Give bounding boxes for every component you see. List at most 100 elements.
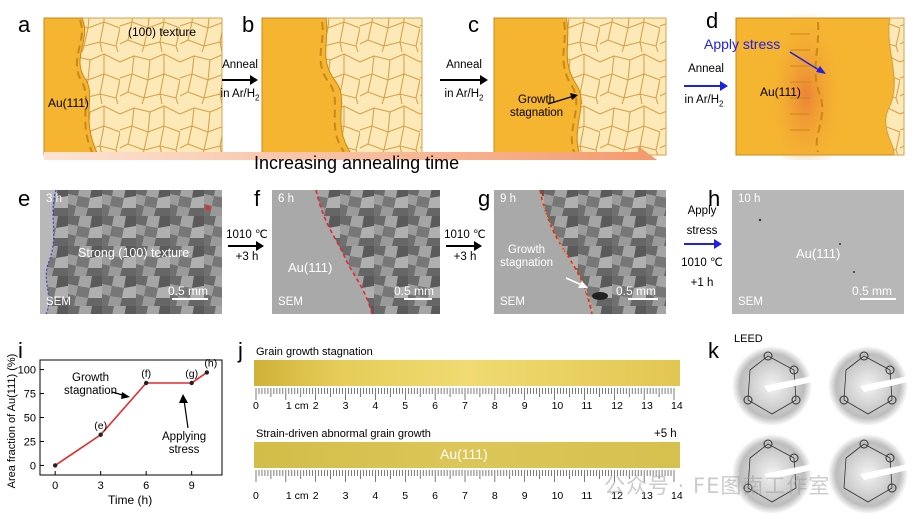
- y-tick-label: 75: [24, 389, 36, 401]
- data-point-label: (g): [185, 368, 198, 380]
- sem-f-scale: 0.5 mm: [394, 284, 435, 298]
- anneal-gas-2: in Ar/H2: [444, 88, 484, 103]
- data-point: [189, 380, 194, 386]
- leed-pattern-2: [828, 346, 908, 426]
- sem-arrow-2-label: 1010 ℃: [444, 229, 486, 241]
- stress-arrowhead: [179, 394, 188, 403]
- sem-arrow-3-label: Apply stress: [686, 205, 718, 238]
- texture-label: (100) texture: [128, 25, 197, 39]
- ruler-number: 7: [462, 400, 468, 412]
- ruler-number: 14: [671, 490, 683, 502]
- sem-f-time: 6 h: [278, 193, 294, 205]
- ruler-top: [248, 388, 684, 416]
- sem-arrow-2-time: +3 h: [453, 251, 477, 263]
- panel-a-schematic: [43, 17, 223, 156]
- data-point: [143, 380, 149, 386]
- panel-b-schematic: [261, 17, 423, 156]
- sem-h-label: Au(111): [796, 246, 841, 261]
- data-point-label: (f): [141, 368, 151, 380]
- sem-arrow-3: [684, 239, 722, 249]
- leed-patterns: [732, 346, 908, 514]
- chart-annotation-growth: Growth stagnation: [64, 372, 118, 398]
- au111-label-a: Au(111): [48, 96, 89, 110]
- x-tick-label: 9: [189, 480, 195, 492]
- ruler-number: 11: [581, 490, 593, 502]
- ruler-bottom: [248, 470, 684, 510]
- ruler-number: 9: [521, 490, 528, 502]
- strip-plus-time: +5 h: [654, 428, 677, 440]
- sem-arrow-1-time: +3 h: [235, 251, 259, 263]
- panel-label-j: j: [238, 338, 243, 363]
- gold-strip-bottom: [254, 442, 680, 468]
- sem-f-sem: SEM: [278, 296, 303, 308]
- ruler-top-numbers: 0 1 cm 2 3 4 5 6 7 8 9 10 11 12 13 14: [248, 400, 684, 414]
- panel-label-k: k: [708, 338, 719, 363]
- sem-g-sem: SEM: [500, 296, 525, 308]
- panel-label-h: h: [708, 186, 721, 211]
- x-tick-label: 6: [143, 480, 149, 492]
- au111-label-d: Au(111): [760, 85, 801, 99]
- chart-axes: 0 3 6 9 0 25 50 75 100: [18, 359, 223, 492]
- panel-label-a: a: [18, 12, 31, 37]
- anneal-gas-3: in Ar/H2: [684, 94, 724, 109]
- sem-h-time: 10 h: [738, 193, 761, 205]
- y-tick-label: 100: [18, 365, 36, 377]
- sem-e-scale: 0.5 mm: [168, 284, 209, 298]
- ruler-number: 9: [521, 400, 528, 412]
- anneal-label-3: Anneal: [688, 63, 724, 75]
- panel-d-schematic: [735, 9, 905, 160]
- sem-arrow-1-label: 1010 ℃: [226, 229, 268, 241]
- panel-label-g: g: [478, 186, 491, 211]
- ruler-number: 1 cm: [285, 490, 309, 502]
- panel-c-schematic: [493, 17, 667, 156]
- growth-stagnation-label-c: Growth stagnation: [510, 94, 564, 120]
- ruler-number: 0: [253, 400, 259, 412]
- sem-e-sem: SEM: [46, 296, 71, 308]
- anneal-label-1: Anneal: [222, 59, 258, 71]
- ruler-number: 3: [342, 490, 349, 502]
- data-point-label: (h): [204, 357, 217, 369]
- ruler-number: 1 cm: [285, 400, 309, 412]
- banner-text: Increasing annealing time: [254, 153, 460, 173]
- chart-points: (e) (f) (g) (h): [52, 357, 217, 468]
- sem-g-growth-stagnation: Growth stagnation: [500, 244, 554, 270]
- data-point: [98, 432, 103, 437]
- ruler-number: 4: [372, 400, 379, 412]
- strip-au111-label: Au(111): [440, 446, 488, 462]
- annealing-time-banner: [44, 146, 658, 160]
- ruler-number: 0: [253, 490, 259, 502]
- ruler-number: 2: [312, 490, 319, 502]
- y-tick-label: 50: [24, 413, 36, 425]
- sem-h-sem: SEM: [738, 296, 763, 308]
- chart-xlabel: Time (h): [108, 493, 153, 507]
- ruler-number: 8: [491, 400, 498, 412]
- ruler-number: 3: [342, 400, 349, 412]
- ruler-number: 12: [611, 490, 623, 502]
- leed-pattern-4: [828, 434, 908, 514]
- panel-label-d: d: [706, 8, 719, 33]
- ruler-number: 5: [402, 490, 409, 502]
- sem-image-e: [40, 189, 222, 315]
- sem-e-time: 3 h: [46, 193, 62, 205]
- ruler-number: 8: [491, 490, 498, 502]
- growth-arrowhead: [121, 392, 130, 399]
- gold-strip-top: [254, 360, 680, 386]
- panel-label-c: c: [468, 12, 479, 37]
- strip-bottom-caption: Strain-driven abnormal grain growth: [256, 428, 431, 440]
- x-tick-label: 0: [52, 480, 58, 492]
- ruler-number: 6: [432, 400, 438, 412]
- ruler-number: 5: [402, 400, 409, 412]
- schematic-row: [43, 9, 905, 160]
- data-point: [52, 463, 58, 468]
- apply-stress-label: Apply stress: [704, 36, 781, 52]
- sem-arrow-3-time: 1010 ℃ +1 h: [681, 257, 723, 290]
- anneal-arrow-3: [684, 81, 728, 91]
- leed-pattern-1: [732, 346, 812, 426]
- sem-h-scale: 0.5 mm: [852, 284, 893, 298]
- chart-annotation-stress: Applying stress: [162, 431, 207, 457]
- ruler-number: 10: [551, 490, 564, 502]
- sem-row: [40, 189, 904, 315]
- sem-arrow-2: [446, 241, 482, 251]
- anneal-arrow-2: [440, 75, 488, 85]
- anneal-arrow-1: [222, 75, 258, 85]
